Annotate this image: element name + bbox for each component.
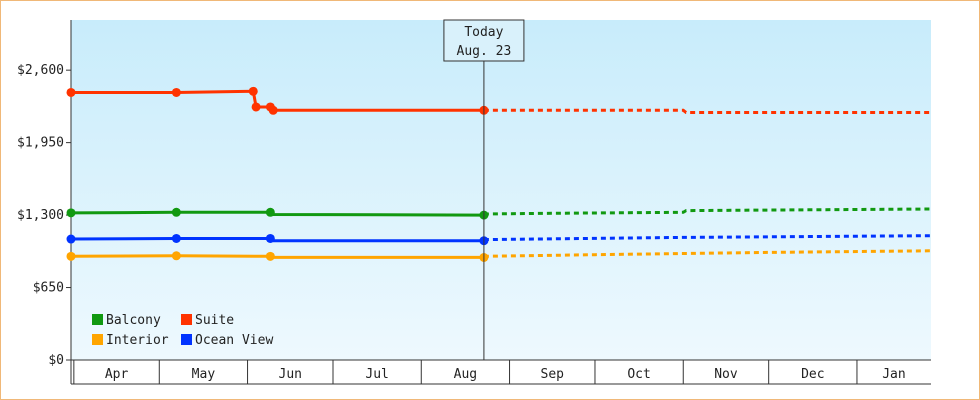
legend-swatch	[92, 314, 103, 325]
data-point	[171, 207, 181, 217]
x-tick-label: May	[192, 367, 216, 382]
legend-label: Suite	[195, 313, 234, 328]
y-tick-label: $1,950	[17, 136, 64, 151]
data-point	[265, 251, 275, 261]
y-tick-label: $0	[48, 353, 64, 368]
legend-swatch	[181, 334, 192, 345]
data-point	[251, 102, 261, 112]
data-point	[66, 208, 76, 218]
x-tick-label: Jan	[882, 367, 905, 382]
data-point	[248, 86, 258, 96]
legend-swatch	[181, 314, 192, 325]
x-tick-label: Nov	[714, 367, 738, 382]
today-label-box	[443, 19, 525, 62]
y-tick-label: $650	[33, 281, 64, 296]
x-tick-label: Dec	[801, 367, 824, 382]
y-tick-label: $1,300	[17, 208, 64, 223]
x-tick-label: Apr	[105, 367, 129, 382]
data-point	[66, 87, 76, 97]
today-label-title: Today	[464, 25, 503, 40]
series-line-interior	[70, 254, 484, 259]
data-point	[265, 233, 275, 243]
x-tick-label: Sep	[541, 367, 565, 382]
series-forecast-balcony	[483, 207, 932, 216]
today-label-date: Aug. 23	[457, 44, 512, 59]
data-point	[171, 87, 181, 97]
legend-label: Ocean View	[195, 333, 273, 348]
x-tick-label: Jun	[279, 367, 302, 382]
y-tick-label: $2,600	[17, 63, 64, 78]
series-forecast-suite	[483, 108, 931, 114]
legend-label: Interior	[106, 333, 169, 348]
data-point	[268, 105, 278, 115]
legend-swatch	[92, 334, 103, 345]
series-forecast-interior	[483, 249, 932, 258]
data-point	[66, 251, 76, 261]
data-point	[171, 251, 181, 261]
series-forecast-ocean-view	[483, 234, 932, 242]
x-tick-label: Jul	[365, 367, 388, 382]
plot-area	[71, 20, 931, 360]
data-point	[265, 207, 275, 217]
data-point	[66, 234, 76, 244]
data-point	[171, 233, 181, 243]
legend-label: Balcony	[106, 313, 161, 328]
x-tick-label: Oct	[627, 367, 650, 382]
x-tick-label: Aug	[454, 367, 477, 382]
